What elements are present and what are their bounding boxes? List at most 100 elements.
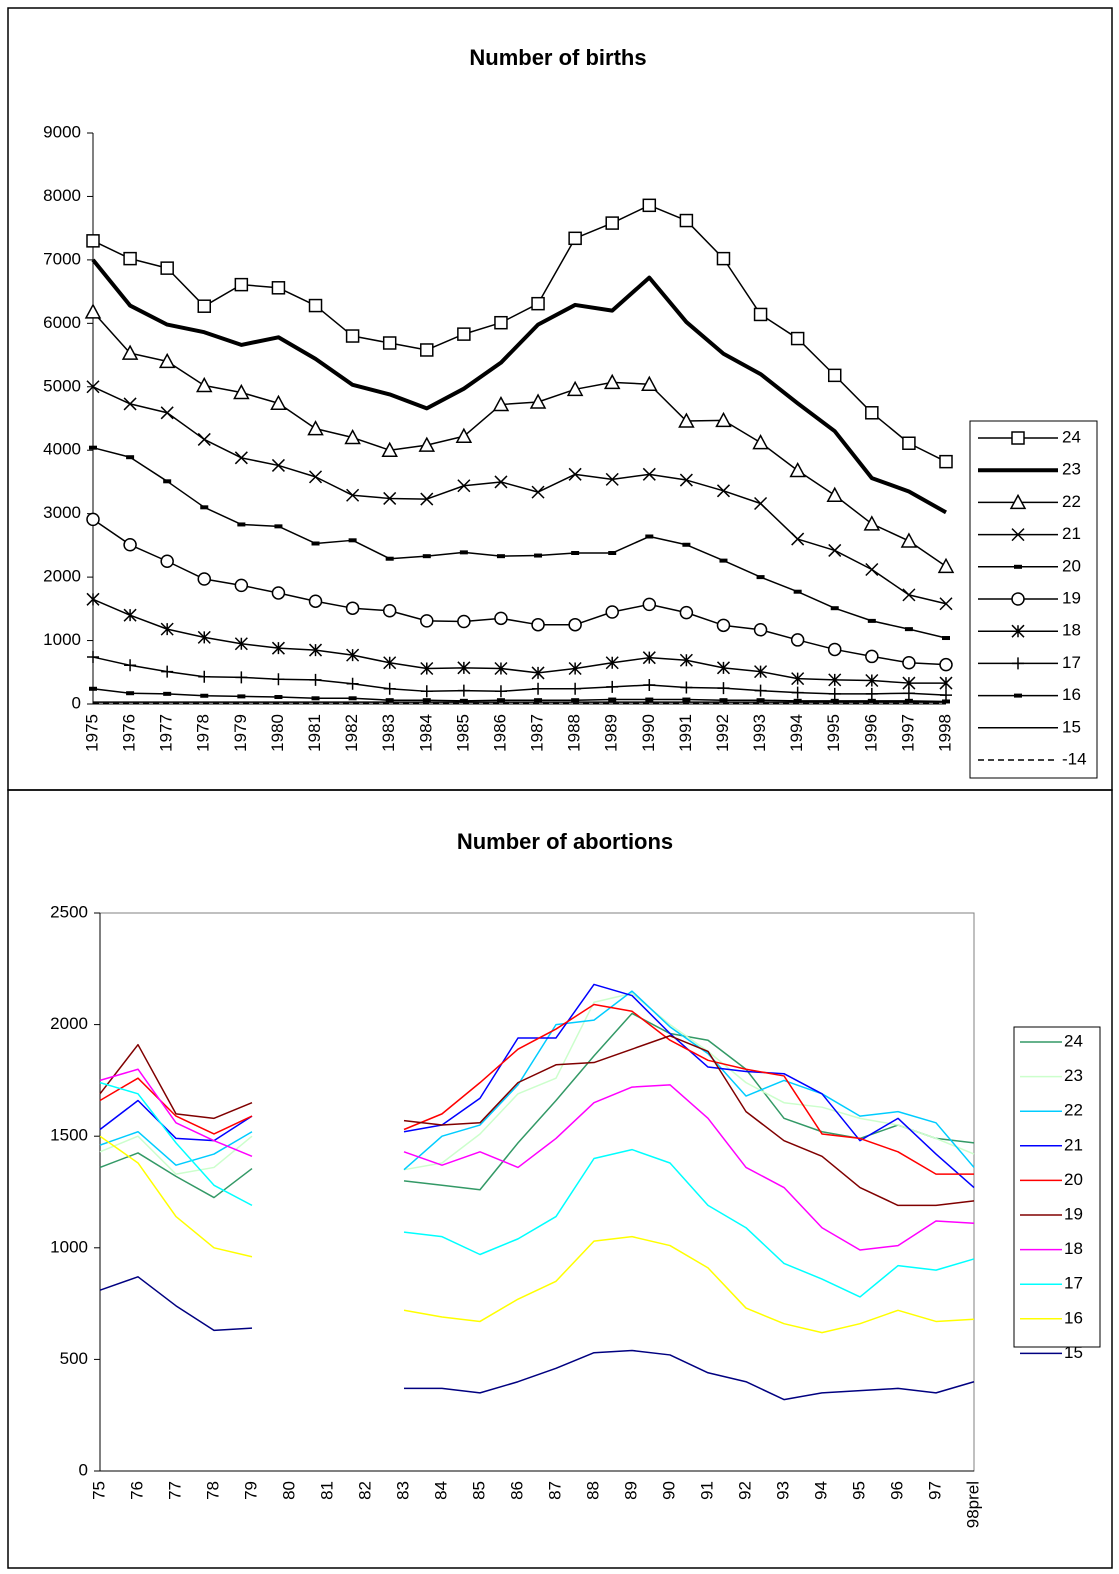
marker xyxy=(492,395,510,412)
marker xyxy=(494,661,508,676)
marker xyxy=(420,685,433,698)
marker xyxy=(161,665,174,678)
marker xyxy=(457,684,470,697)
marker xyxy=(197,572,212,586)
x-tick-label: 1994 xyxy=(787,714,806,752)
marker xyxy=(418,436,436,452)
marker xyxy=(86,592,100,606)
marker xyxy=(271,586,286,600)
marker xyxy=(420,492,434,506)
marker xyxy=(422,554,431,559)
marker xyxy=(235,671,248,684)
marker xyxy=(791,672,805,686)
x-tick-label: 79 xyxy=(241,1481,260,1500)
y-tick-label: 1500 xyxy=(50,1126,88,1145)
y-tick-label: 0 xyxy=(79,1460,88,1479)
marker xyxy=(902,687,915,700)
marker xyxy=(381,441,398,457)
marker xyxy=(86,234,100,248)
marker xyxy=(89,445,97,450)
y-tick-label: 8000 xyxy=(43,186,81,205)
chart-frame xyxy=(7,789,1113,1569)
marker xyxy=(457,327,471,341)
x-tick-label: 1982 xyxy=(342,714,361,752)
series-line xyxy=(92,311,947,567)
marker xyxy=(568,467,582,481)
series-line xyxy=(99,1068,975,1251)
x-tick-label: 81 xyxy=(317,1481,336,1500)
marker xyxy=(308,298,323,313)
x-tick-label: 1981 xyxy=(305,714,324,752)
x-tick-label: 91 xyxy=(697,1481,716,1500)
marker xyxy=(383,656,397,670)
marker xyxy=(830,698,839,703)
marker xyxy=(904,627,913,632)
marker xyxy=(719,698,728,703)
marker xyxy=(679,605,694,620)
marker xyxy=(605,656,619,670)
marker xyxy=(791,686,804,699)
x-tick-label: 1977 xyxy=(157,714,176,752)
x-tick-label: 1978 xyxy=(194,714,213,752)
marker xyxy=(196,376,213,393)
series-line xyxy=(92,446,947,639)
marker xyxy=(459,550,468,555)
legend-label: 17 xyxy=(1064,1274,1083,1293)
marker xyxy=(234,451,248,465)
marker xyxy=(793,589,802,594)
marker xyxy=(756,698,765,703)
legend-label: 20 xyxy=(1062,556,1081,575)
x-tick-label: 92 xyxy=(735,1481,754,1500)
marker xyxy=(308,470,323,484)
x-tick-label: 98prel xyxy=(963,1481,982,1528)
x-tick-label: 1979 xyxy=(231,714,250,752)
legend-label: 18 xyxy=(1064,1239,1083,1258)
marker xyxy=(827,368,842,383)
marker xyxy=(385,698,394,703)
series-line xyxy=(92,656,947,696)
marker xyxy=(311,541,320,546)
x-tick-label: 96 xyxy=(887,1481,906,1500)
y-tick-label: 3000 xyxy=(43,503,81,522)
marker xyxy=(608,697,617,702)
marker xyxy=(383,491,397,505)
marker xyxy=(529,393,547,409)
marker xyxy=(197,630,211,644)
series-line xyxy=(92,386,947,605)
marker xyxy=(605,472,619,486)
series-line xyxy=(99,992,975,1175)
marker xyxy=(271,281,286,295)
marker xyxy=(830,606,839,611)
marker xyxy=(270,394,287,411)
y-tick-label: 2500 xyxy=(50,902,88,921)
marker xyxy=(309,673,322,686)
marker xyxy=(939,657,953,672)
x-tick-label: 88 xyxy=(583,1481,602,1500)
series-line xyxy=(99,1276,975,1401)
marker xyxy=(716,484,731,498)
legend-label: 22 xyxy=(1062,492,1081,511)
marker xyxy=(645,697,654,702)
marker xyxy=(234,578,249,593)
x-tick-label: 85 xyxy=(469,1481,488,1500)
marker xyxy=(274,524,283,529)
marker xyxy=(494,611,508,626)
y-tick-label: 5000 xyxy=(43,376,81,395)
marker xyxy=(752,434,769,450)
legend-marker xyxy=(1011,528,1025,542)
marker xyxy=(904,698,913,703)
marker xyxy=(348,538,357,543)
marker xyxy=(569,682,582,695)
x-tick-label: 1975 xyxy=(82,714,101,752)
marker xyxy=(568,231,582,246)
marker xyxy=(457,661,471,675)
marker xyxy=(274,695,283,700)
x-tick-label: 90 xyxy=(659,1481,678,1500)
series-line xyxy=(99,1135,975,1334)
marker xyxy=(534,553,543,558)
x-tick-label: 78 xyxy=(203,1481,222,1500)
marker xyxy=(345,329,360,343)
marker xyxy=(272,673,285,686)
marker xyxy=(234,277,249,292)
